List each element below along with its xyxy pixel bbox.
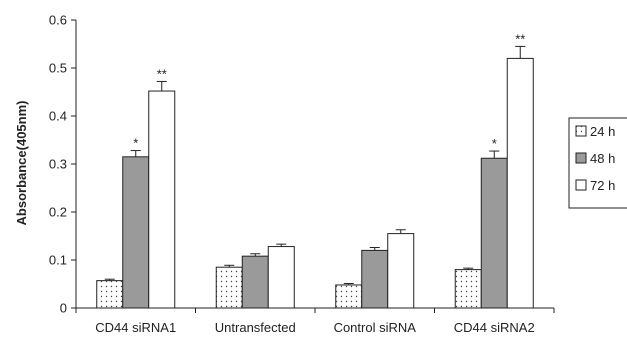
legend: 24 h 48 h 72 h xyxy=(568,117,627,209)
y-axis-label: Absorbance(405nm) xyxy=(14,101,29,226)
bar-untransfected-48-h xyxy=(241,255,269,309)
bar-untransfected-24-h xyxy=(215,266,243,309)
y-tick-label: 0.6 xyxy=(49,13,67,28)
x-category-label: Untransfected xyxy=(215,320,296,335)
legend-swatch-72-h xyxy=(575,179,587,191)
bar-control-sirna-48-h xyxy=(361,249,389,309)
significance-marker: ** xyxy=(515,31,525,46)
y-tick-label: 0.2 xyxy=(49,205,67,220)
legend-swatch-24-h xyxy=(575,125,587,137)
x-category-label: CD44 siRNA2 xyxy=(454,320,535,335)
bar-cd44-sirna1-48-h xyxy=(122,156,150,309)
y-tick-label: 0.5 xyxy=(49,61,67,76)
bar-cd44-sirna2-72-h xyxy=(506,57,534,309)
bar-control-sirna-24-h xyxy=(335,284,363,309)
plot-area: ****** xyxy=(96,31,534,309)
x-category-label: CD44 siRNA1 xyxy=(95,320,176,335)
legend-swatch-48-h xyxy=(575,152,587,164)
significance-marker: ** xyxy=(157,66,167,81)
legend-label-72-h: 72 h xyxy=(590,178,615,193)
bar-cd44-sirna1-24-h xyxy=(96,280,124,309)
y-tick-label: 0 xyxy=(60,301,67,316)
bar-cd44-sirna1-72-h xyxy=(148,90,176,309)
bar-control-sirna-72-h xyxy=(387,233,415,309)
legend-label-48-h: 48 h xyxy=(590,151,615,166)
y-axis-ticks: 0 0.1 0.2 0.3 0.4 0.5 0.6 xyxy=(49,13,76,316)
significance-marker: * xyxy=(492,136,497,151)
y-tick-label: 0.1 xyxy=(49,253,67,268)
legend-label-24-h: 24 h xyxy=(590,124,615,139)
y-tick-label: 0.4 xyxy=(49,109,67,124)
y-tick-label: 0.3 xyxy=(49,157,67,172)
x-category-label: Control siRNA xyxy=(334,320,417,335)
x-axis-categories: CD44 siRNA1 Untransfected Control siRNA CD4… xyxy=(75,308,555,335)
bar-cd44-sirna2-48-h xyxy=(480,157,508,309)
bar-cd44-sirna2-24-h xyxy=(454,269,482,309)
bar-untransfected-72-h xyxy=(267,246,295,309)
significance-marker: * xyxy=(133,136,138,151)
